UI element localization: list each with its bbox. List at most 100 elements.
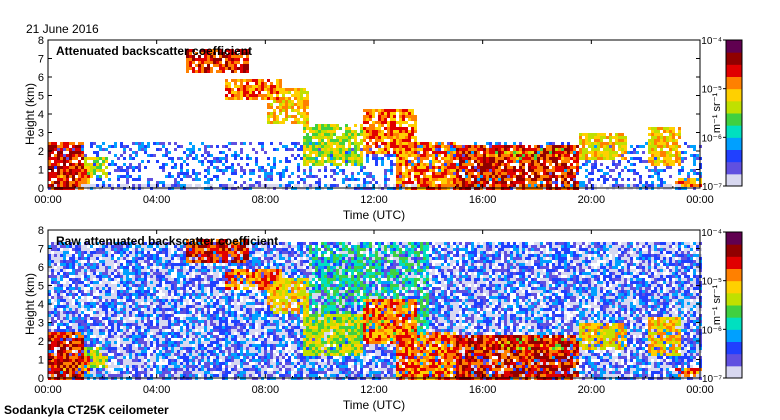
backscatter-cell [150,254,153,257]
backscatter-cell [342,160,345,163]
backscatter-cell [201,154,204,157]
backscatter-cell [354,142,357,145]
backscatter-cell [75,257,78,260]
backscatter-cell [480,148,483,151]
backscatter-cell [174,281,177,284]
backscatter-cell [144,365,147,368]
backscatter-cell [477,181,480,184]
backscatter-cell [87,266,90,269]
backscatter-cell [177,296,180,299]
backscatter-cell [96,248,99,251]
backscatter-cell [234,61,237,64]
backscatter-cell [366,127,369,130]
backscatter-cell [603,178,606,181]
backscatter-cell [69,181,72,184]
backscatter-cell [165,266,168,269]
backscatter-cell [189,284,192,287]
backscatter-cell [180,272,183,275]
backscatter-cell [51,151,54,154]
backscatter-cell [63,266,66,269]
backscatter-cell [387,154,390,157]
backscatter-cell [192,299,195,302]
backscatter-cell [90,347,93,350]
backscatter-cell [57,290,60,293]
backscatter-cell [84,178,87,181]
backscatter-cell [177,175,180,178]
backscatter-cell [288,100,291,103]
backscatter-cell [537,172,540,175]
backscatter-cell [411,112,414,115]
backscatter-cell [198,184,201,187]
backscatter-cell [105,272,108,275]
backscatter-cell [384,184,387,187]
backscatter-cell [666,151,669,154]
backscatter-cell [357,172,360,175]
backscatter-cell [471,169,474,172]
backscatter-cell [102,344,105,347]
backscatter-cell [84,263,87,266]
backscatter-cell [138,362,141,365]
backscatter-cell [666,166,669,169]
backscatter-cell [183,296,186,299]
backscatter-cell [231,64,234,67]
backscatter-cell [291,94,294,97]
backscatter-cell [87,169,90,172]
backscatter-cell [159,284,162,287]
backscatter-cell [555,148,558,151]
backscatter-cell [231,55,234,58]
backscatter-cell [477,169,480,172]
backscatter-cell [333,124,336,127]
backscatter-cell [486,169,489,172]
backscatter-cell [603,142,606,145]
backscatter-cell [111,317,114,320]
backscatter-cell [123,338,126,341]
backscatter-cell [492,160,495,163]
backscatter-cell [612,160,615,163]
backscatter-cell [360,127,363,130]
backscatter-cell [663,160,666,163]
backscatter-cell [444,175,447,178]
backscatter-cell [150,275,153,278]
backscatter-cell [549,181,552,184]
backscatter-cell [381,148,384,151]
backscatter-cell [402,109,405,112]
backscatter-cell [78,299,81,302]
backscatter-cell [63,302,66,305]
backscatter-cell [75,332,78,335]
backscatter-cell [570,175,573,178]
backscatter-cell [333,157,336,160]
backscatter-cell [93,332,96,335]
backscatter-cell [186,323,189,326]
backscatter-cell [195,242,198,245]
backscatter-cell [507,160,510,163]
backscatter-cell [66,302,69,305]
backscatter-cell [576,172,579,175]
backscatter-cell [561,145,564,148]
backscatter-cell [396,184,399,187]
backscatter-cell [495,166,498,169]
backscatter-cell [654,148,657,151]
backscatter-cell [321,130,324,133]
backscatter-cell [522,172,525,175]
backscatter-cell [651,139,654,142]
backscatter-cell [621,154,624,157]
backscatter-cell [633,148,636,151]
backscatter-cell [651,127,654,130]
backscatter-cell [105,251,108,254]
backscatter-cell [123,347,126,350]
backscatter-cell [81,254,84,257]
backscatter-cell [483,154,486,157]
backscatter-cell [318,139,321,142]
backscatter-cell [117,184,120,187]
backscatter-cell [93,275,96,278]
backscatter-cell [174,344,177,347]
backscatter-cell [576,169,579,172]
backscatter-cell [69,353,72,356]
backscatter-cell [126,299,129,302]
backscatter-cell [567,148,570,151]
backscatter-cell [90,269,93,272]
backscatter-cell [105,269,108,272]
x-tick-label: 00:00 [34,194,62,206]
backscatter-cell [189,308,192,311]
